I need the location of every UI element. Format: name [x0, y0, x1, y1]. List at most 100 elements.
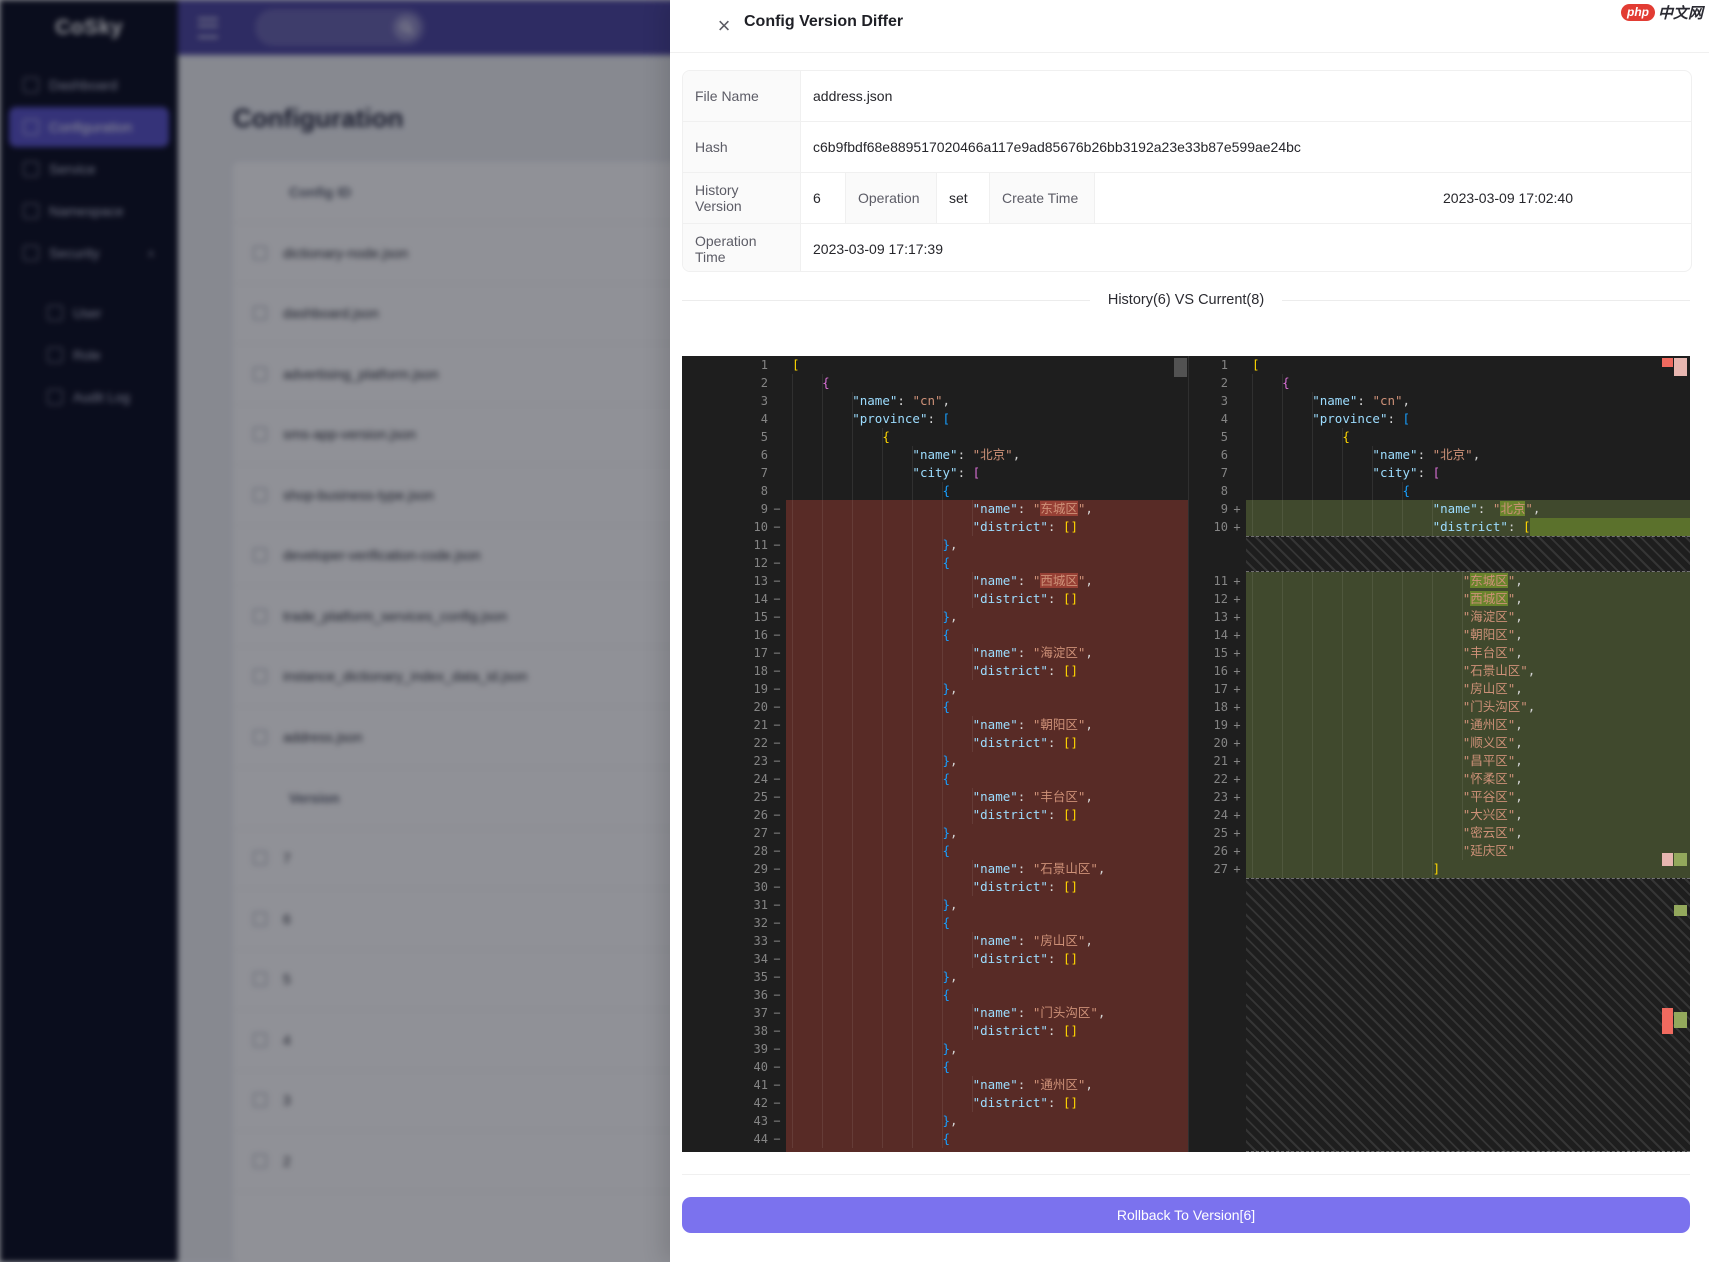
- overview-ruler-mark: [1674, 853, 1687, 866]
- table-row: Hash c6b9fbdf68e889517020466a117e9ad8567…: [683, 122, 1691, 173]
- line-number: 37−: [753, 1006, 781, 1020]
- line-number: 18 +: [1213, 700, 1241, 714]
- code-line: {: [786, 428, 1188, 446]
- history-version-value: 6: [801, 173, 846, 223]
- line-number: 40−: [753, 1060, 781, 1074]
- code-line: "密云区",: [1246, 824, 1690, 842]
- diff-editor[interactable]: 1 2 3 4 5 6 7 8 9− 10− 11− 12− 13− 14− 15− 16− 17− 18− 19−…: [682, 356, 1690, 1152]
- chevron-up-icon: ∧: [146, 247, 155, 260]
- audit-log-icon: [47, 389, 63, 405]
- drawer-title: Config Version Differ: [744, 13, 904, 30]
- drawer-mask: [0, 0, 672, 1262]
- sidebar-item-label: User: [73, 305, 102, 321]
- line-number: 17−: [753, 646, 781, 660]
- config-version-differ-drawer: × Config Version Differ php 中文网 File Nam…: [670, 0, 1709, 1262]
- operation-time-label: Operation Time: [683, 224, 801, 271]
- sidebar-item-configuration: Configuration: [9, 107, 169, 147]
- code-line: "name": "北京",: [1246, 446, 1690, 464]
- code-line: "通州区",: [1246, 716, 1690, 734]
- code-line: {: [786, 770, 1188, 788]
- config-row: dashboard.json: [233, 284, 672, 344]
- code-line: {: [786, 1130, 1188, 1148]
- config-id: advertising_platform.json: [283, 365, 439, 382]
- line-number-gutter: 1 2 3 4 5 6 7 8 9 + 10 + 11 + 12 + 13 + 14 + 15 + 16 + 17 + 18 + 19 +…: [1188, 356, 1246, 1152]
- scrollbar-slider[interactable]: [1174, 358, 1187, 377]
- version-number: 2: [283, 1152, 291, 1169]
- line-number: 23−: [753, 754, 781, 768]
- line-number: 15−: [753, 610, 781, 624]
- config-row: sms-app-version.json: [233, 405, 672, 465]
- code-line: "district": [: [1246, 518, 1690, 536]
- line-number: 27 +: [1213, 862, 1241, 876]
- line-number: 38−: [753, 1024, 781, 1038]
- line-number: 9−: [760, 502, 781, 516]
- sidebar-item-label: Role: [73, 347, 101, 363]
- line-number: 18−: [753, 664, 781, 678]
- topbar: [178, 0, 672, 55]
- expand-icon: [253, 306, 267, 321]
- line-number: 22−: [753, 736, 781, 750]
- line-number: 29−: [753, 862, 781, 876]
- code-line: "门头沟区",: [1246, 698, 1690, 716]
- table-row: Operation Time 2023-03-09 17:17:39: [683, 224, 1691, 271]
- version-row: 3: [233, 1071, 672, 1131]
- close-icon[interactable]: ×: [717, 13, 731, 38]
- sidebar-item-namespace: Namespace: [9, 191, 169, 231]
- table-row: File Name address.json: [683, 71, 1691, 122]
- line-number: 34−: [753, 952, 781, 966]
- hash-value: c6b9fbdf68e889517020466a117e9ad85676b26b…: [813, 139, 1301, 155]
- sidebar-item-label: Audit Log: [73, 389, 131, 405]
- diff-pane-history[interactable]: 1 2 3 4 5 6 7 8 9− 10− 11− 12− 13− 14− 15− 16− 17− 18− 19−…: [682, 356, 1189, 1152]
- line-number: 6: [1220, 448, 1228, 462]
- line-number: 5: [1220, 430, 1228, 444]
- line-number: 7: [1220, 466, 1228, 480]
- config-row: trade_platform_services_config.json: [233, 586, 672, 647]
- code-line: "name": "cn",: [1246, 392, 1690, 410]
- operation-label: Operation: [846, 173, 937, 223]
- expand-icon: [253, 1093, 267, 1108]
- expand-icon: [253, 608, 267, 623]
- drawer-header: × Config Version Differ: [670, 0, 1709, 53]
- line-number: 10−: [753, 520, 781, 534]
- rollback-button[interactable]: Rollback To Version[6]: [682, 1197, 1690, 1233]
- config-id: dictionary-node.json: [283, 244, 409, 261]
- expand-icon: [253, 729, 267, 744]
- config-id: address.json: [283, 728, 363, 745]
- code-line: [: [1252, 357, 1260, 372]
- code-line: "平谷区",: [1246, 788, 1690, 806]
- sidebar: CoSky Dashboard Configuration Service Names…: [0, 0, 178, 1262]
- expand-icon: [253, 366, 267, 381]
- version-row: 2: [233, 1131, 672, 1192]
- code-line-partial: [786, 1148, 1188, 1152]
- security-icon: [23, 245, 39, 261]
- line-number: 13−: [753, 574, 781, 588]
- search-icon: [393, 14, 420, 41]
- dashboard-icon: [23, 77, 39, 93]
- background-app: CoSky Dashboard Configuration Service Names…: [0, 0, 672, 1262]
- line-number: 42−: [753, 1096, 781, 1110]
- expand-icon: [253, 487, 267, 502]
- code-line: "name": "丰台区",: [786, 788, 1188, 806]
- line-number: 44−: [753, 1132, 781, 1146]
- expand-icon: [253, 972, 267, 987]
- role-icon: [47, 347, 63, 363]
- version-number: 6: [283, 910, 291, 927]
- code-line: "district": []: [786, 734, 1188, 752]
- line-number: 26 +: [1213, 844, 1241, 858]
- code-line: "name": "cn",: [786, 392, 1188, 410]
- line-number: 10 +: [1213, 520, 1241, 534]
- line-number: 32−: [753, 916, 781, 930]
- file-name-label: File Name: [683, 71, 801, 121]
- code-line: "name": "北京",: [786, 446, 1188, 464]
- code-line: "海淀区",: [1246, 608, 1690, 626]
- search-input: [255, 9, 425, 46]
- line-number: 7: [760, 466, 768, 480]
- line-number: 11 +: [1213, 574, 1241, 588]
- code-line: {: [786, 626, 1188, 644]
- code-line: "怀柔区",: [1246, 770, 1690, 788]
- diff-pane-current[interactable]: 1 2 3 4 5 6 7 8 9 + 10 + 11 + 12 + 13 + 14 + 15 + 16 + 17 + 18 + 19 +…: [1188, 356, 1690, 1152]
- expand-icon: [253, 245, 267, 260]
- create-time-label: Create Time: [990, 173, 1095, 223]
- line-number: 12 +: [1213, 592, 1241, 606]
- line-number: 8: [760, 484, 768, 498]
